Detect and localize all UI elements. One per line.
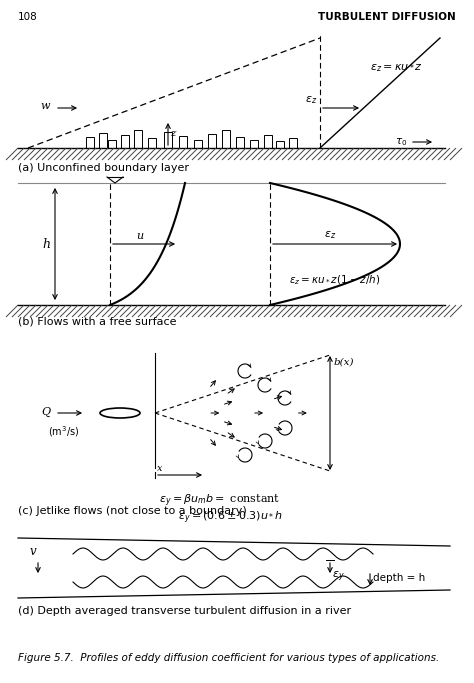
Text: TURBULENT DIFFUSION: TURBULENT DIFFUSION [318,12,456,22]
Text: h: h [42,238,50,251]
Text: $\varepsilon_z$: $\varepsilon_z$ [305,94,317,106]
Bar [289,138,297,148]
Bar [264,135,272,148]
Text: u: u [137,231,144,241]
Bar [18,148,445,160]
Bar [194,140,202,148]
Bar [208,134,216,148]
Bar [222,130,230,148]
Bar [99,133,107,148]
Text: w: w [40,101,50,111]
Text: (m$^3$/s): (m$^3$/s) [48,424,79,438]
Text: $\tau_0$: $\tau_0$ [395,136,407,148]
Text: $\varepsilon_y = (0.6 \pm 0.3)u_* h$: $\varepsilon_y = (0.6 \pm 0.3)u_* h$ [178,510,283,526]
Text: (b) Flows with a free surface: (b) Flows with a free surface [18,316,176,326]
Text: v: v [30,545,36,558]
Text: Figure 5.7.  Profiles of eddy diffusion coefficient for various types of applica: Figure 5.7. Profiles of eddy diffusion c… [18,653,439,663]
Text: (d) Depth averaged transverse turbulent diffusion in a river: (d) Depth averaged transverse turbulent … [18,606,351,616]
Text: (a) Unconfined boundary layer: (a) Unconfined boundary layer [18,163,189,173]
Text: depth = h: depth = h [373,573,425,583]
Text: x: x [157,464,163,473]
Bar [164,132,172,148]
Text: $\varepsilon_z$: $\varepsilon_z$ [324,229,336,241]
Bar [276,141,284,148]
Bar [108,140,116,148]
Text: z: z [170,128,175,137]
Text: 108: 108 [18,12,38,22]
Bar [134,130,142,148]
Text: Q: Q [41,407,50,417]
Bar [86,137,94,148]
Text: (c) Jetlike flows (not close to a boundary): (c) Jetlike flows (not close to a bounda… [18,506,247,516]
Text: b(x): b(x) [334,358,355,367]
Bar [250,140,258,148]
Ellipse shape [100,408,140,418]
Bar [121,135,129,148]
Text: $\varepsilon_y$: $\varepsilon_y$ [332,570,345,585]
Bar [179,136,187,148]
Bar [236,137,244,148]
Bar [18,305,445,317]
Text: $\varepsilon_z = \kappa u_* z$: $\varepsilon_z = \kappa u_* z$ [370,62,423,74]
Bar [148,138,156,148]
Text: $\varepsilon_z = \kappa u_* z(1 - z/h)$: $\varepsilon_z = \kappa u_* z(1 - z/h)$ [289,273,380,287]
Text: $\varepsilon_y = \beta u_m b = $ constant: $\varepsilon_y = \beta u_m b = $ constan… [159,493,281,510]
